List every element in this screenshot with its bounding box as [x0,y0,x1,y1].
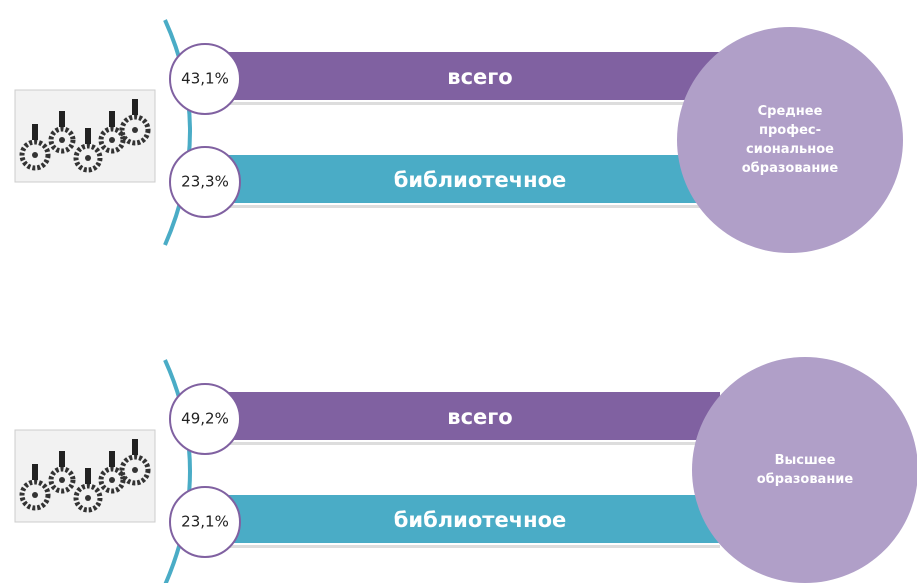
bar-shadow [205,545,720,548]
category-label: сиональное [746,142,834,157]
gear [19,139,51,171]
bar-shadow [205,442,720,445]
gear [73,483,103,513]
figure [132,439,138,455]
figure [109,451,115,467]
bar [205,495,720,543]
gear-hub [132,127,138,133]
gears-icon [14,89,156,183]
gear-hub [132,467,138,473]
gear-hub [85,495,91,501]
figure [85,468,91,484]
percent: 23,3% [181,173,229,191]
bar-label: библиотечное [394,168,567,192]
gear-hub [109,137,115,143]
category-label: профес- [759,123,821,138]
bar-label: всего [447,65,512,89]
gear [98,466,126,494]
figure [32,464,38,480]
percent-circle [169,486,241,558]
gear [73,143,103,173]
percent: 49,2% [181,410,229,428]
percent: 23,1% [181,513,229,531]
percent-circle [169,146,241,218]
percent-circle [169,383,241,455]
gear-hub [32,492,38,498]
gear-hub [109,477,115,483]
bar [205,52,720,100]
figure [59,111,65,127]
percent: 43,1% [181,70,229,88]
category-label: Высшее [775,453,836,468]
connector-arc [163,19,192,246]
bar-shadow [205,102,720,105]
bar-label: библиотечное [394,508,567,532]
gear [98,126,126,154]
category-label: образование [757,472,854,487]
figure [59,451,65,467]
bar-label: всего [447,405,512,429]
bar [205,392,720,440]
gear [119,114,151,146]
gears-icon [14,429,156,523]
gear-hub [32,152,38,158]
group: всего 43,1% библиотечное 23,3% [14,19,720,246]
figure [109,111,115,127]
connector-arc [163,359,192,583]
percent-circle [169,43,241,115]
group: всего 49,2% библиотечное 23,1% [14,359,720,583]
bar-shadow [205,205,720,208]
bar [205,155,720,203]
category-label: Среднее [758,104,823,119]
category-circle [677,27,903,253]
gear-hub [59,137,65,143]
figure [132,99,138,115]
gear [19,479,51,511]
gear [119,454,151,486]
figure [32,124,38,140]
gear [48,466,76,494]
gear-hub [59,477,65,483]
gear-hub [85,155,91,161]
figure [85,128,91,144]
category-circle [692,357,917,583]
gear [48,126,76,154]
category-label: образование [742,161,839,176]
